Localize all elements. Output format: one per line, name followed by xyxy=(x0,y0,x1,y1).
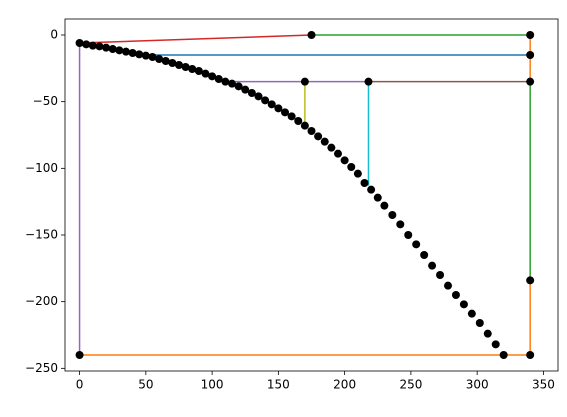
marker xyxy=(526,77,535,86)
marker xyxy=(294,117,303,125)
marker xyxy=(388,211,397,219)
line xyxy=(311,34,531,281)
marker xyxy=(340,156,349,165)
marker xyxy=(194,67,203,75)
marker xyxy=(227,79,236,88)
marker xyxy=(214,75,223,83)
line xyxy=(78,43,369,355)
marker xyxy=(287,112,296,121)
marker xyxy=(380,201,389,210)
marker xyxy=(208,72,217,81)
marker xyxy=(367,185,376,194)
marker xyxy=(526,51,535,59)
x-tick-label: 50 xyxy=(138,378,153,392)
marker xyxy=(261,96,270,105)
marker xyxy=(526,31,535,39)
marker xyxy=(274,104,283,113)
y-tick-label: −250 xyxy=(25,361,58,375)
marker xyxy=(360,179,369,187)
marker xyxy=(483,329,492,338)
marker xyxy=(128,49,137,57)
marker xyxy=(168,59,177,67)
marker xyxy=(280,108,289,117)
marker xyxy=(82,40,91,49)
marker xyxy=(459,300,468,309)
marker xyxy=(347,163,356,171)
line xyxy=(79,34,312,44)
y-tick-label: −50 xyxy=(33,94,58,108)
marker xyxy=(327,143,336,152)
marker xyxy=(373,193,382,202)
y-tick-label: −200 xyxy=(25,294,58,308)
marker xyxy=(428,261,437,270)
marker xyxy=(412,240,421,249)
x-tick-label: 100 xyxy=(201,378,224,392)
marker xyxy=(241,85,250,94)
marker xyxy=(108,45,117,53)
x-tick-label: 0 xyxy=(76,378,84,392)
marker xyxy=(353,169,362,178)
marker xyxy=(254,92,263,101)
marker xyxy=(121,47,130,56)
marker xyxy=(174,61,183,69)
marker xyxy=(526,276,535,285)
marker xyxy=(475,319,484,327)
marker xyxy=(141,51,150,60)
marker xyxy=(221,77,230,86)
marker xyxy=(95,42,104,51)
y-tick-label: −100 xyxy=(25,161,58,175)
marker xyxy=(75,39,84,47)
marker xyxy=(88,41,97,50)
marker xyxy=(201,69,210,78)
x-tick-label: 150 xyxy=(267,378,290,392)
plot-frame xyxy=(64,18,559,372)
marker xyxy=(420,251,429,259)
marker xyxy=(499,351,508,359)
marker xyxy=(320,137,329,146)
marker xyxy=(307,127,316,135)
marker xyxy=(155,55,164,63)
marker xyxy=(396,220,405,229)
marker xyxy=(75,351,84,359)
marker xyxy=(148,53,157,61)
marker xyxy=(404,231,413,239)
marker xyxy=(102,43,111,52)
marker xyxy=(181,63,190,71)
marker xyxy=(334,149,343,158)
marker xyxy=(307,31,316,39)
marker xyxy=(451,291,460,299)
marker xyxy=(467,309,476,318)
x-tick-label: 250 xyxy=(399,378,422,392)
x-tick-label: 350 xyxy=(532,378,555,392)
y-tick-label: −150 xyxy=(25,228,58,242)
marker xyxy=(188,65,197,73)
marker xyxy=(247,89,256,97)
marker xyxy=(526,351,535,359)
marker xyxy=(267,100,276,109)
marker xyxy=(300,121,309,130)
marker xyxy=(436,271,445,279)
marker xyxy=(161,57,170,65)
x-tick-label: 300 xyxy=(466,378,489,392)
marker xyxy=(491,340,500,349)
marker xyxy=(364,77,373,86)
x-tick-label: 200 xyxy=(333,378,356,392)
marker xyxy=(135,50,144,59)
y-tick-label: 0 xyxy=(50,28,58,42)
marker xyxy=(444,281,453,290)
marker xyxy=(234,82,243,91)
marker xyxy=(115,46,124,55)
marker xyxy=(314,132,323,141)
marker xyxy=(300,77,309,86)
